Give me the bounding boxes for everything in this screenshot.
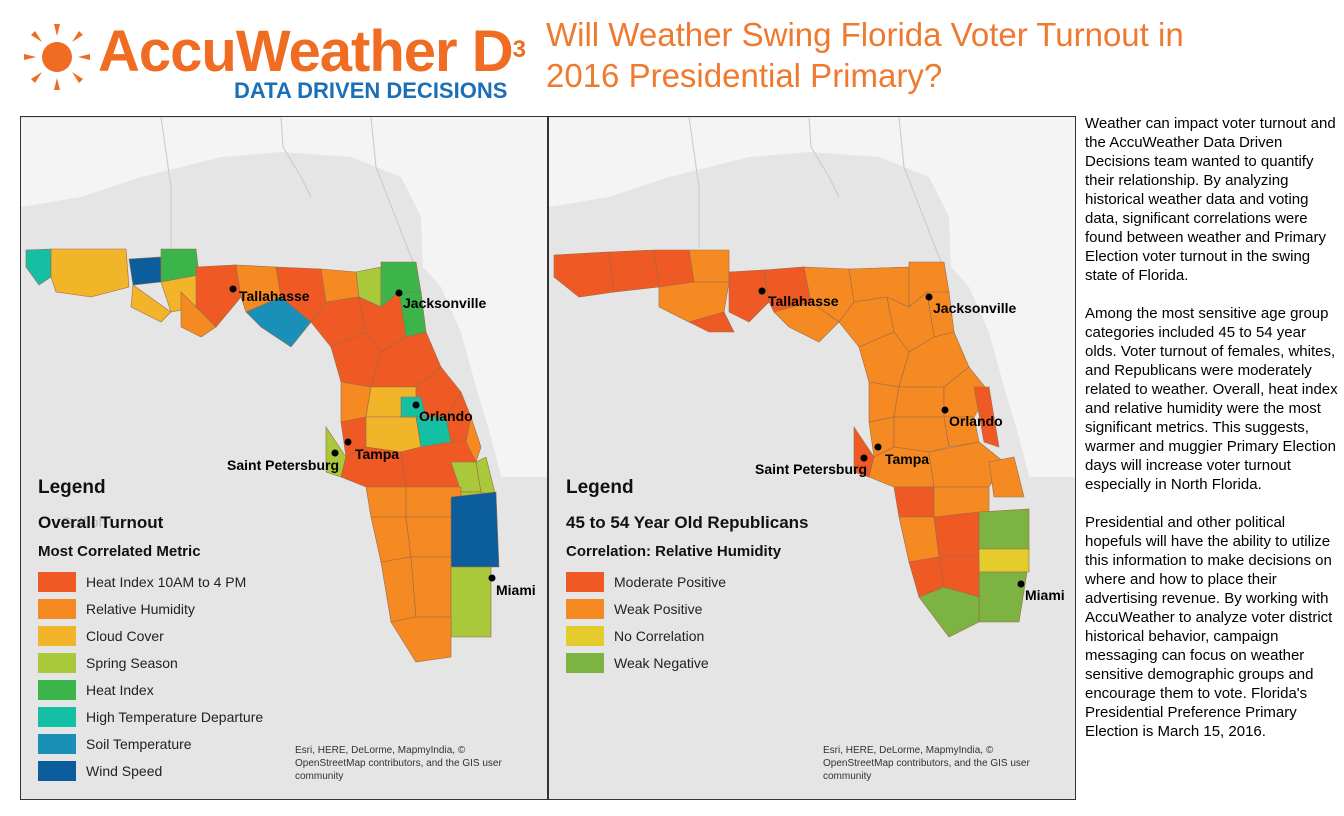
legend-swatch <box>566 598 604 619</box>
map-credit: Esri, HERE, DeLorme, MapmyIndia, © OpenS… <box>823 745 1030 782</box>
legend-item: Wind Speed <box>38 757 338 784</box>
city-dot-tallahassee <box>758 287 766 295</box>
legend-swatch <box>38 598 76 619</box>
legend-title: Legend <box>38 477 106 498</box>
legend-item: Weak Positive <box>566 595 866 622</box>
city-dot-tampa <box>344 438 352 446</box>
legend-item-label: No Correlation <box>614 627 705 644</box>
map-credit: Esri, HERE, DeLorme, MapmyIndia, © OpenS… <box>295 745 502 782</box>
city-label-tampa: Tampa <box>355 446 399 462</box>
city-dot-jacksonville <box>395 289 403 297</box>
legend-item: Relative Humidity <box>38 595 338 622</box>
cities-left: Tallahasse Jacksonville Orlando Tampa Sa… <box>227 285 536 598</box>
city-dot-orlando <box>412 401 420 409</box>
brand-superscript: 3 <box>512 36 526 63</box>
city-label-tampa: Tampa <box>885 451 929 467</box>
city-label-orlando: Orlando <box>419 408 473 424</box>
legend-item-label: Moderate Positive <box>614 573 727 590</box>
legend-item-label: Cloud Cover <box>86 627 164 644</box>
counties-left <box>25 248 500 663</box>
city-label-tallahassee: Tallahasse <box>239 288 310 304</box>
brand-tagline: DATA DRIVEN DECISIONS <box>234 78 508 103</box>
legend-item-label: Spring Season <box>86 654 178 671</box>
legend-item-label: Soil Temperature <box>86 735 192 752</box>
legend-item: Moderate Positive <box>566 568 866 595</box>
brand-name: AccuWeather D3 <box>98 19 526 84</box>
gulf-label: Gulf of <box>61 514 102 530</box>
legend-item: No Correlation <box>566 622 866 649</box>
city-label-saint-petersburg: Saint Petersburg <box>755 461 867 477</box>
legend-item-label: High Temperature Departure <box>86 708 264 725</box>
legend-item: Heat Index <box>38 676 338 703</box>
counties-right <box>553 249 1030 638</box>
city-label-tallahassee: Tallahasse <box>768 293 839 309</box>
legend-right: Legend 45 to 54 Year Old Republicans Cor… <box>566 477 866 676</box>
legend-item: Heat Index 10AM to 4 PM <box>38 568 338 595</box>
legend-metric-title: Correlation: Relative Humidity <box>566 543 782 560</box>
city-label-saint-petersburg: Saint Petersburg <box>227 457 339 473</box>
city-dot-jacksonville <box>925 293 933 301</box>
page-title: Will Weather Swing Florida Voter Turnout… <box>546 16 1184 94</box>
accuweather-logo: AccuWeather D3 DATA DRIVEN DECISIONS <box>20 14 530 103</box>
article-paragraph-2: Among the most sensitive age group categ… <box>1085 305 1338 493</box>
legend-swatch <box>566 652 604 673</box>
city-label-jacksonville: Jacksonville <box>403 295 486 311</box>
cities-right: Tallahasse Jacksonville Orlando Tampa Sa… <box>755 287 1065 603</box>
legend-item: Weak Negative <box>566 649 866 676</box>
legend-swatch <box>38 733 76 754</box>
sun-icon <box>24 24 90 90</box>
city-label-miami: Miami <box>496 582 536 598</box>
republicans-45-54-map: Tallahasse Jacksonville Orlando Tampa Sa… <box>548 116 1076 800</box>
overall-turnout-map: Gulf of <box>20 116 548 800</box>
legend-subtitle: 45 to 54 Year Old Republicans <box>566 513 809 532</box>
florida-map-right: Tallahasse Jacksonville Orlando Tampa Sa… <box>549 117 1075 638</box>
article-text: Weather can impact voter turnout and the… <box>1085 114 1339 760</box>
legend-item: Cloud Cover <box>38 622 338 649</box>
city-dot-orlando <box>941 406 949 414</box>
city-dot-miami <box>488 574 496 582</box>
legend-title: Legend <box>566 477 634 498</box>
legend-item: Soil Temperature <box>38 730 338 757</box>
article-paragraph-1: Weather can impact voter turnout and the… <box>1085 115 1336 284</box>
legend-item-label: Relative Humidity <box>86 600 195 617</box>
city-label-miami: Miami <box>1025 587 1065 603</box>
city-dot-miami <box>1017 580 1025 588</box>
legend-item-label: Heat Index 10AM to 4 PM <box>86 573 247 590</box>
legend-swatch <box>38 571 76 592</box>
legend-swatch <box>38 679 76 700</box>
legend-swatch <box>566 571 604 592</box>
legend-swatch <box>38 706 76 727</box>
legend-item: High Temperature Departure <box>38 703 338 730</box>
legend-swatch <box>38 760 76 781</box>
legend-left: Legend Overall Turnout Most Correlated M… <box>38 477 338 784</box>
legend-item-label: Heat Index <box>86 681 154 698</box>
florida-map-left: Gulf of <box>21 117 547 663</box>
city-dot-tampa <box>874 443 882 451</box>
legend-metric-title: Most Correlated Metric <box>38 543 201 560</box>
city-label-orlando: Orlando <box>949 413 1003 429</box>
legend-subtitle: Overall Turnout <box>38 513 164 532</box>
legend-items: Moderate Positive Weak Positive No Correla… <box>566 568 866 676</box>
legend-items: Heat Index 10AM to 4 PM Relative Humidity… <box>38 568 338 784</box>
city-label-jacksonville: Jacksonville <box>933 300 1016 316</box>
city-dot-saint-petersburg <box>860 454 868 462</box>
legend-item-label: Weak Negative <box>614 654 709 671</box>
legend-item-label: Wind Speed <box>86 762 163 779</box>
article-paragraph-3: Presidential and other political hopeful… <box>1085 514 1333 740</box>
legend-swatch <box>38 625 76 646</box>
legend-item-label: Weak Positive <box>614 600 703 617</box>
legend-swatch <box>38 652 76 673</box>
legend-swatch <box>566 625 604 646</box>
legend-item: Spring Season <box>38 649 338 676</box>
city-dot-saint-petersburg <box>331 449 339 457</box>
city-dot-tallahassee <box>229 285 237 293</box>
